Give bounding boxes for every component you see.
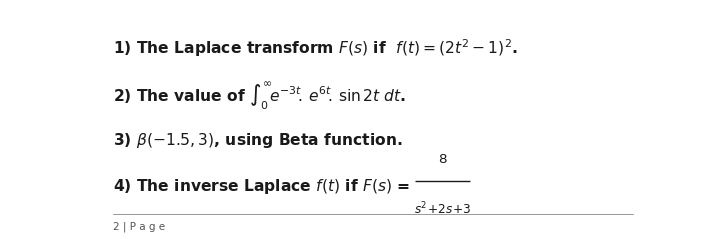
Text: $8$: $8$ — [438, 153, 447, 166]
Text: $s^2\!+\!2s\!+\!3$: $s^2\!+\!2s\!+\!3$ — [414, 201, 471, 217]
Text: 2) The value of $\int_0^{\infty}\! e^{-3t}\!.\, e^{6t}\!.\, \sin 2t \ dt$.: 2) The value of $\int_0^{\infty}\! e^{-3… — [112, 80, 405, 112]
Text: 4) The inverse Laplace $f(t)$ if $F(s)$ =: 4) The inverse Laplace $f(t)$ if $F(s)$ … — [112, 177, 410, 196]
Text: 3) $\beta(-1.5, 3)$, using Beta function.: 3) $\beta(-1.5, 3)$, using Beta function… — [112, 131, 402, 150]
Text: 2 | P a g e: 2 | P a g e — [112, 222, 165, 232]
Text: 1) The Laplace transform $F(s)$ if  $f(t) = (2t^2 - 1)^2$.: 1) The Laplace transform $F(s)$ if $f(t)… — [112, 38, 517, 60]
